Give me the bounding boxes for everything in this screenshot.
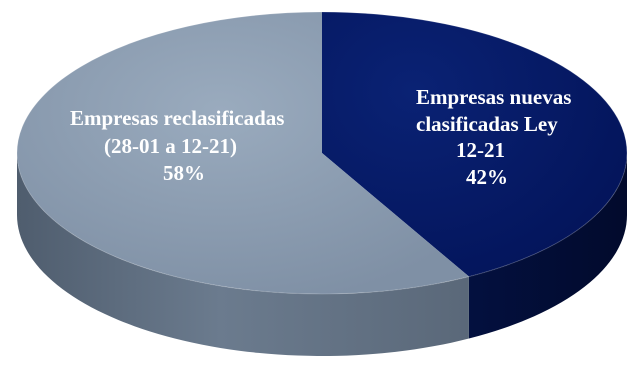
slice-0-label-line-1: clasificadas Ley [416, 112, 558, 136]
pie-rim [16, 11, 628, 295]
slice-1-percent-label: 58% [163, 161, 205, 185]
slice-1-label-line-0: Empresas reclasificadas [70, 106, 284, 130]
slice-0-label-line-0: Empresas nuevas [416, 85, 571, 109]
pie-side-layer [17, 153, 627, 357]
slice-0-percent-label: 42% [466, 165, 508, 189]
pie-side-1 [17, 153, 469, 357]
pie-top-layer [16, 11, 628, 295]
slice-1-label-line-1: (28-01 a 12-21) [104, 134, 237, 158]
pie-slice-1[interactable] [16, 12, 469, 294]
pie-side-0 [468, 153, 627, 339]
pie-slice-0[interactable] [322, 12, 627, 277]
slice-0-label-line-2: 12-21 [456, 138, 505, 162]
